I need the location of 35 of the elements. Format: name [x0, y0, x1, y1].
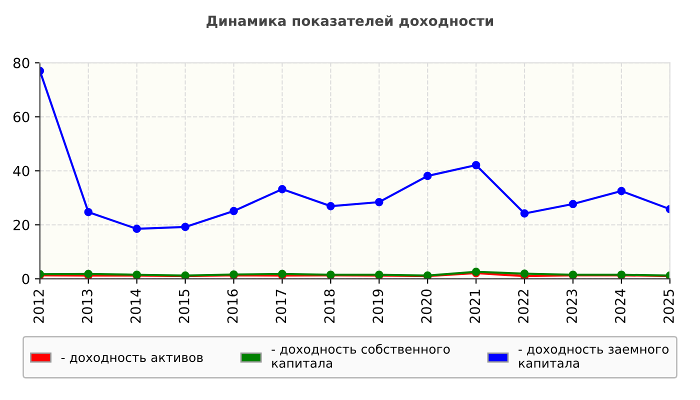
y-tick-label: 40	[13, 166, 30, 176]
x-tick-label: 2015	[178, 290, 190, 323]
point	[230, 206, 238, 216]
point	[472, 160, 480, 170]
point	[617, 186, 626, 196]
y-tick-label: 60	[13, 112, 30, 122]
point	[132, 224, 141, 234]
legend-label: - доходность заемного капитала	[518, 346, 669, 368]
x-tick-label: 2013	[82, 290, 92, 323]
x-tick-label: 2023	[566, 290, 578, 323]
y-tick-label: 20	[14, 220, 30, 230]
x-tick-label: 2024	[614, 289, 626, 323]
x-tick-label: 2016	[227, 289, 238, 323]
point	[520, 209, 529, 218]
x-tick-label: 2012	[33, 290, 44, 323]
y-tick-label: 80	[13, 58, 30, 68]
point	[423, 172, 432, 180]
point	[326, 202, 335, 210]
point	[84, 208, 93, 216]
legend-label: - доходность активов	[61, 354, 203, 364]
point	[568, 200, 578, 208]
x-tick-label: 2020	[421, 289, 432, 323]
x-tick-label: 2021	[470, 290, 480, 323]
legend-label: - доходность собственного капитала	[272, 344, 450, 368]
x-tick-label: 2014	[130, 289, 141, 323]
point	[181, 222, 190, 232]
x-tick-label: 2025	[663, 290, 674, 323]
x-tick-label: 2022	[518, 290, 529, 323]
chart-title: Динамика показателей доходности	[206, 15, 494, 28]
point	[374, 198, 384, 206]
x-tick-label: 2018	[324, 289, 335, 323]
x-tick-label: 2017	[276, 290, 286, 323]
x-tick-label: 2019	[372, 290, 384, 323]
y-tick-label: 0	[22, 274, 30, 284]
point	[278, 184, 286, 194]
